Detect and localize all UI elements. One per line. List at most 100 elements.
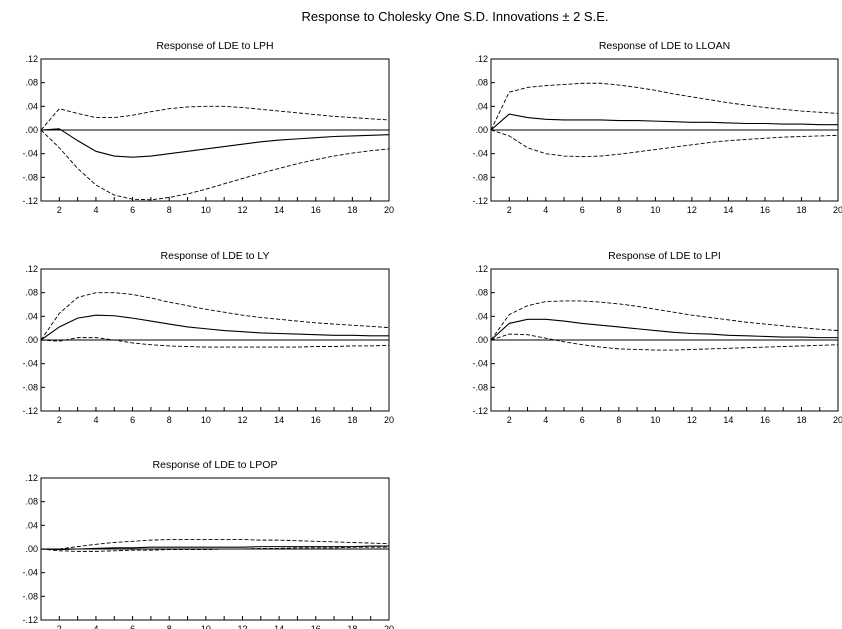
y-tick-label: -.04 — [22, 149, 38, 159]
x-tick-label: 2 — [57, 205, 62, 215]
y-tick-label: .08 — [475, 288, 488, 298]
x-tick-label: 8 — [167, 415, 172, 425]
y-tick-label: -.08 — [22, 591, 38, 601]
x-tick-label: 10 — [650, 415, 660, 425]
x-tick-label: 20 — [833, 415, 842, 425]
y-tick-label: .08 — [25, 78, 38, 88]
y-tick-label: -.08 — [22, 172, 38, 182]
response-line — [40, 314, 389, 341]
x-tick-label: 18 — [796, 205, 806, 215]
x-tick-label: 6 — [130, 415, 135, 425]
y-tick-label: .08 — [475, 78, 488, 88]
y-tick-label: .08 — [25, 288, 38, 298]
x-tick-label: 10 — [201, 624, 211, 629]
x-tick-label: 10 — [201, 205, 211, 215]
y-tick-label: .04 — [475, 311, 488, 321]
x-tick-label: 14 — [274, 415, 284, 425]
y-tick-label: -.04 — [22, 568, 38, 578]
upper-band-line — [40, 105, 390, 131]
x-tick-label: 14 — [274, 624, 284, 629]
x-tick-label: 12 — [237, 624, 247, 629]
x-tick-label: 12 — [687, 415, 697, 425]
y-tick-label: .00 — [25, 544, 38, 554]
x-tick-label: 6 — [580, 205, 585, 215]
y-tick-label: .00 — [25, 125, 38, 135]
x-tick-label: 2 — [507, 415, 512, 425]
response-line — [40, 545, 389, 551]
response-line — [490, 113, 838, 131]
upper-band-line — [41, 539, 390, 550]
figure-title: Response to Cholesky One S.D. Innovation… — [301, 9, 608, 24]
x-tick-label: 18 — [796, 415, 806, 425]
x-tick-label: 2 — [57, 624, 62, 629]
y-tick-label: .04 — [25, 311, 38, 321]
upper-band-line — [40, 292, 390, 341]
x-tick-label: 6 — [130, 624, 135, 629]
y-tick-label: -.04 — [22, 359, 38, 369]
x-tick-label: 16 — [311, 624, 321, 629]
y-tick-label: -.04 — [472, 359, 488, 369]
x-tick-label: 6 — [130, 205, 135, 215]
x-tick-label: 20 — [833, 205, 842, 215]
x-tick-label: 16 — [760, 415, 770, 425]
x-tick-label: 18 — [347, 624, 357, 629]
x-tick-label: 4 — [93, 624, 98, 629]
x-tick-label: 16 — [311, 205, 321, 215]
x-tick-label: 4 — [93, 415, 98, 425]
chart-panels: Response of LDE to LPH .12 .08 .04 .00 -.04 -.… — [22, 40, 842, 629]
panel-title: Response of LDE to LPH — [156, 40, 273, 52]
panel-title: Response of LDE to LPI — [608, 250, 721, 262]
upper-band-line — [490, 300, 839, 341]
y-tick-label: -.04 — [472, 149, 488, 159]
x-tick-label: 16 — [311, 415, 321, 425]
x-tick-label: 4 — [93, 205, 98, 215]
y-tick-label: -.08 — [472, 172, 488, 182]
y-tick-label: -.12 — [22, 406, 38, 416]
x-tick-label: 8 — [167, 624, 172, 629]
lower-band-line — [40, 337, 390, 348]
response-line — [490, 318, 838, 341]
x-tick-label: 2 — [57, 415, 62, 425]
y-tick-label: .12 — [475, 54, 488, 64]
y-tick-label: -.12 — [22, 615, 38, 625]
x-tick-label: 2 — [507, 205, 512, 215]
lower-band-line — [40, 546, 389, 552]
chart-panel: Response of LDE to LPOP .12 .08 .04 .00 -.04 -… — [22, 459, 394, 629]
y-tick-label: -.08 — [472, 382, 488, 392]
y-tick-label: .12 — [25, 473, 38, 483]
y-tick-label: .12 — [25, 54, 38, 64]
x-tick-label: 20 — [384, 205, 394, 215]
lower-band-line — [40, 129, 390, 201]
x-tick-label: 4 — [543, 415, 548, 425]
y-tick-label: .00 — [475, 125, 488, 135]
x-tick-label: 12 — [237, 205, 247, 215]
y-tick-label: .12 — [25, 264, 38, 274]
y-tick-label: .12 — [475, 264, 488, 274]
y-tick-label: .00 — [25, 335, 38, 345]
x-tick-label: 20 — [384, 624, 394, 629]
chart-panel: Response of LDE to LY .12 .08 .04 .00 -.04 -.0… — [22, 250, 394, 425]
x-tick-label: 14 — [723, 205, 733, 215]
x-tick-label: 8 — [167, 205, 172, 215]
y-tick-label: .00 — [475, 335, 488, 345]
x-tick-label: 20 — [384, 415, 394, 425]
x-tick-label: 14 — [723, 415, 733, 425]
x-tick-label: 18 — [347, 415, 357, 425]
lower-band-line — [490, 129, 839, 158]
x-tick-label: 14 — [274, 205, 284, 215]
x-tick-label: 8 — [616, 415, 621, 425]
chart-panel: Response of LDE to LLOAN .12 .08 .04 .00 -.04… — [472, 40, 842, 215]
x-tick-label: 18 — [347, 205, 357, 215]
x-tick-label: 4 — [543, 205, 548, 215]
panel-title: Response of LDE to LPOP — [153, 459, 278, 471]
x-tick-label: 8 — [616, 205, 621, 215]
y-tick-label: .04 — [475, 101, 488, 111]
panel-title: Response of LDE to LLOAN — [599, 40, 730, 52]
lower-band-line — [490, 333, 839, 351]
x-tick-label: 6 — [580, 415, 585, 425]
y-tick-label: .04 — [25, 101, 38, 111]
chart-panel: Response of LDE to LPH .12 .08 .04 .00 -.04 -.… — [22, 40, 394, 215]
upper-band-line — [490, 82, 839, 131]
x-tick-label: 12 — [687, 205, 697, 215]
